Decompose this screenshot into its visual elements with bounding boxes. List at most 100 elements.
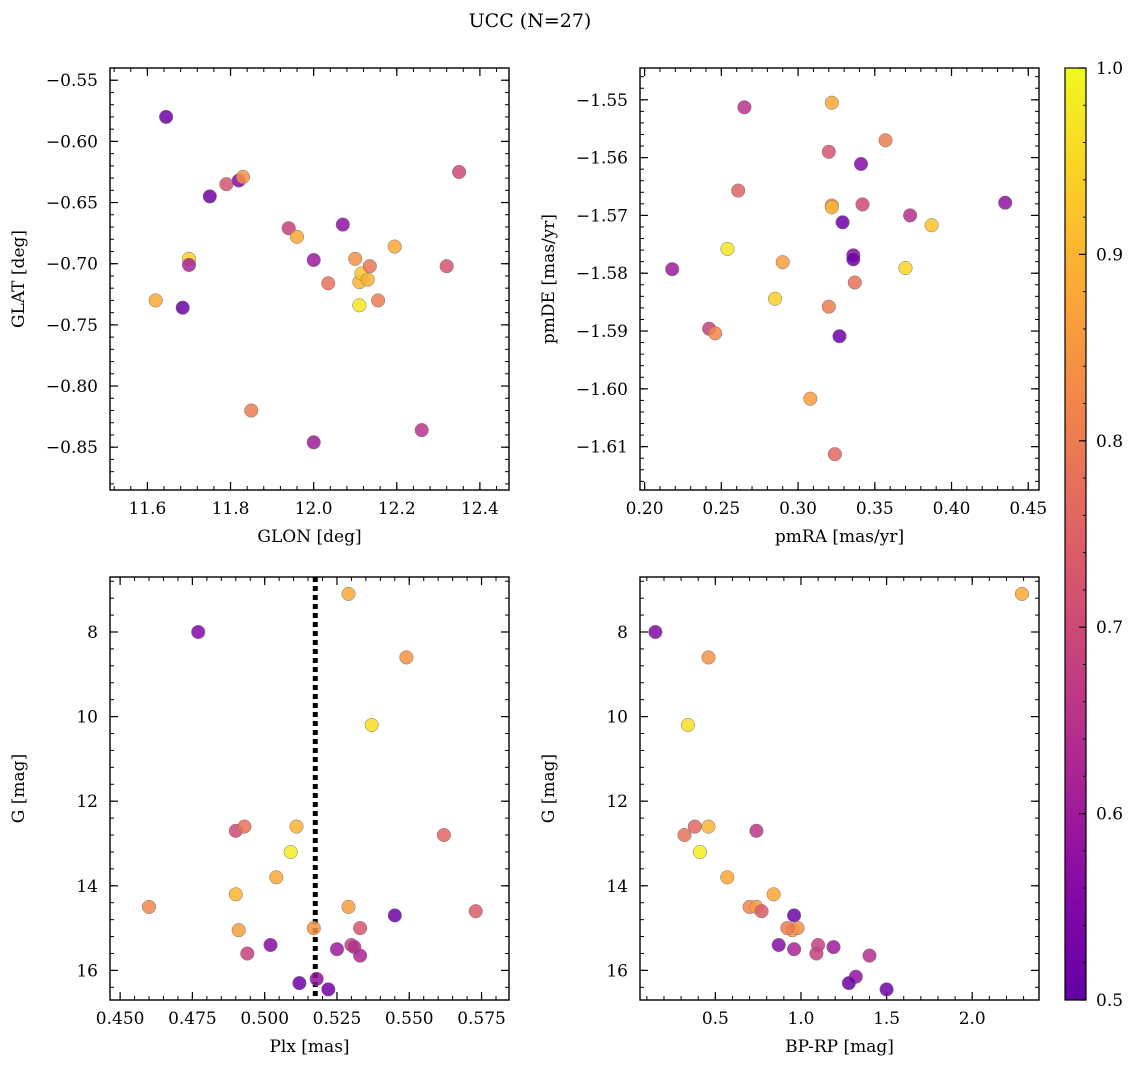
- x-tick-label: 0.40: [933, 499, 971, 519]
- data-point: [998, 195, 1013, 210]
- data-point: [468, 904, 483, 919]
- data-point: [341, 586, 356, 601]
- data-point: [787, 942, 802, 957]
- colorbar-tick-label: 0.6: [1096, 805, 1123, 825]
- data-point: [737, 100, 752, 115]
- data-point: [387, 239, 402, 254]
- data-point: [846, 252, 861, 267]
- y-tick-label: 14: [76, 877, 98, 897]
- scatter-panel-4: 0.5 1.0 1.5 2.0 8 10 12 14 16 BP-RP [mag] G [mag]: [539, 576, 1040, 1057]
- data-point: [665, 262, 680, 277]
- x-tick-label: 0.475: [168, 1009, 217, 1029]
- data-point: [701, 650, 716, 665]
- y-tick-label: −0.85: [46, 438, 98, 458]
- data-point: [191, 624, 206, 640]
- scatter-points: [648, 586, 1029, 997]
- colorbar-tick-label: 0.8: [1096, 432, 1123, 452]
- colorbar-tick-label: 1.0: [1096, 59, 1123, 79]
- data-point: [353, 948, 368, 963]
- scatter-points: [665, 95, 1013, 462]
- data-point: [289, 229, 305, 244]
- data-point: [924, 218, 939, 233]
- colorbar: 0.5 0.6 0.7 0.8 0.9 1.0: [1064, 59, 1123, 1011]
- data-point: [352, 298, 367, 313]
- data-point: [353, 921, 368, 936]
- colorbar-tick-label: 0.9: [1096, 245, 1123, 265]
- data-point: [414, 423, 429, 438]
- data-point: [862, 948, 877, 963]
- data-point: [219, 177, 234, 192]
- x-tick-label: 11.6: [128, 499, 166, 519]
- x-tick-label: 12.0: [295, 499, 333, 519]
- data-point: [348, 251, 363, 266]
- data-point: [903, 208, 918, 223]
- y-tick-label: −0.65: [46, 194, 98, 214]
- data-point: [321, 276, 336, 291]
- data-point: [235, 169, 251, 184]
- data-point: [1014, 586, 1029, 601]
- scatter-panel-1: 11.6 11.8 12.0 12.2 12.4 −0.55 −0.60 −0.65 −0.70…: [9, 67, 510, 547]
- panels-group: 11.6 11.8 12.0 12.2 12.4 −0.55 −0.60 −0.65 −0.70…: [9, 67, 1047, 1057]
- y-axis-label: G [mag]: [539, 754, 559, 823]
- data-point: [879, 982, 894, 997]
- tick-marks: [110, 577, 509, 1000]
- data-point: [708, 326, 723, 341]
- data-point: [228, 887, 243, 902]
- data-point: [687, 819, 702, 834]
- axes-frame: [639, 67, 1040, 491]
- data-point: [371, 293, 386, 308]
- data-point: [452, 164, 467, 180]
- data-point: [341, 899, 356, 914]
- data-point: [292, 976, 307, 991]
- data-point: [775, 255, 790, 270]
- data-point: [289, 819, 304, 834]
- data-point: [309, 971, 324, 986]
- data-point: [360, 272, 375, 287]
- x-axis-label: Plx [mas]: [269, 1037, 349, 1057]
- y-tick-label: −1.55: [576, 91, 628, 111]
- data-point: [780, 921, 795, 936]
- data-point: [692, 844, 707, 860]
- data-point: [853, 156, 869, 172]
- y-axis-label: pmDE [mas/yr]: [539, 214, 559, 344]
- data-point: [283, 844, 298, 860]
- data-point: [141, 899, 157, 914]
- y-tick-label: 8: [617, 623, 628, 643]
- data-point: [898, 260, 913, 276]
- data-point: [855, 197, 870, 212]
- y-tick-label: −0.60: [46, 132, 98, 152]
- data-point: [329, 942, 345, 957]
- data-point: [175, 300, 190, 315]
- y-tick-label: −1.61: [576, 438, 628, 458]
- data-point: [771, 937, 786, 953]
- data-point: [701, 819, 716, 834]
- scatter-panel-3: 0.450 0.475 0.500 0.525 0.550 0.575 8 10 12 14 16 P…: [9, 576, 510, 1057]
- data-point: [436, 827, 451, 843]
- x-tick-label: 0.525: [313, 1009, 362, 1029]
- data-point: [878, 133, 893, 148]
- x-tick-label: 1.5: [873, 1009, 900, 1029]
- y-tick-label: 14: [606, 877, 628, 897]
- data-point: [362, 259, 377, 274]
- data-point: [237, 819, 252, 834]
- y-tick-label: 10: [606, 708, 628, 728]
- y-axis-label: GLAT [deg]: [9, 230, 29, 328]
- x-tick-label: 0.500: [240, 1009, 289, 1029]
- x-tick-label: 0.25: [702, 499, 740, 519]
- y-tick-label: 8: [87, 623, 98, 643]
- data-point: [306, 435, 321, 450]
- data-point: [827, 447, 842, 462]
- figure-title: UCC (N=27): [469, 10, 592, 32]
- tick-marks: [640, 68, 1039, 490]
- x-tick-label: 0.45: [1009, 499, 1047, 519]
- data-point: [202, 189, 217, 204]
- x-tick-label: 0.450: [96, 1009, 145, 1029]
- x-tick-label: 0.30: [779, 499, 817, 519]
- x-tick-label: 0.575: [457, 1009, 506, 1029]
- data-point: [766, 887, 781, 902]
- x-tick-label: 0.35: [856, 499, 894, 519]
- y-tick-label: −0.80: [46, 377, 98, 397]
- data-point: [731, 183, 746, 198]
- y-axis-label: G [mag]: [9, 754, 29, 823]
- data-point: [181, 257, 197, 272]
